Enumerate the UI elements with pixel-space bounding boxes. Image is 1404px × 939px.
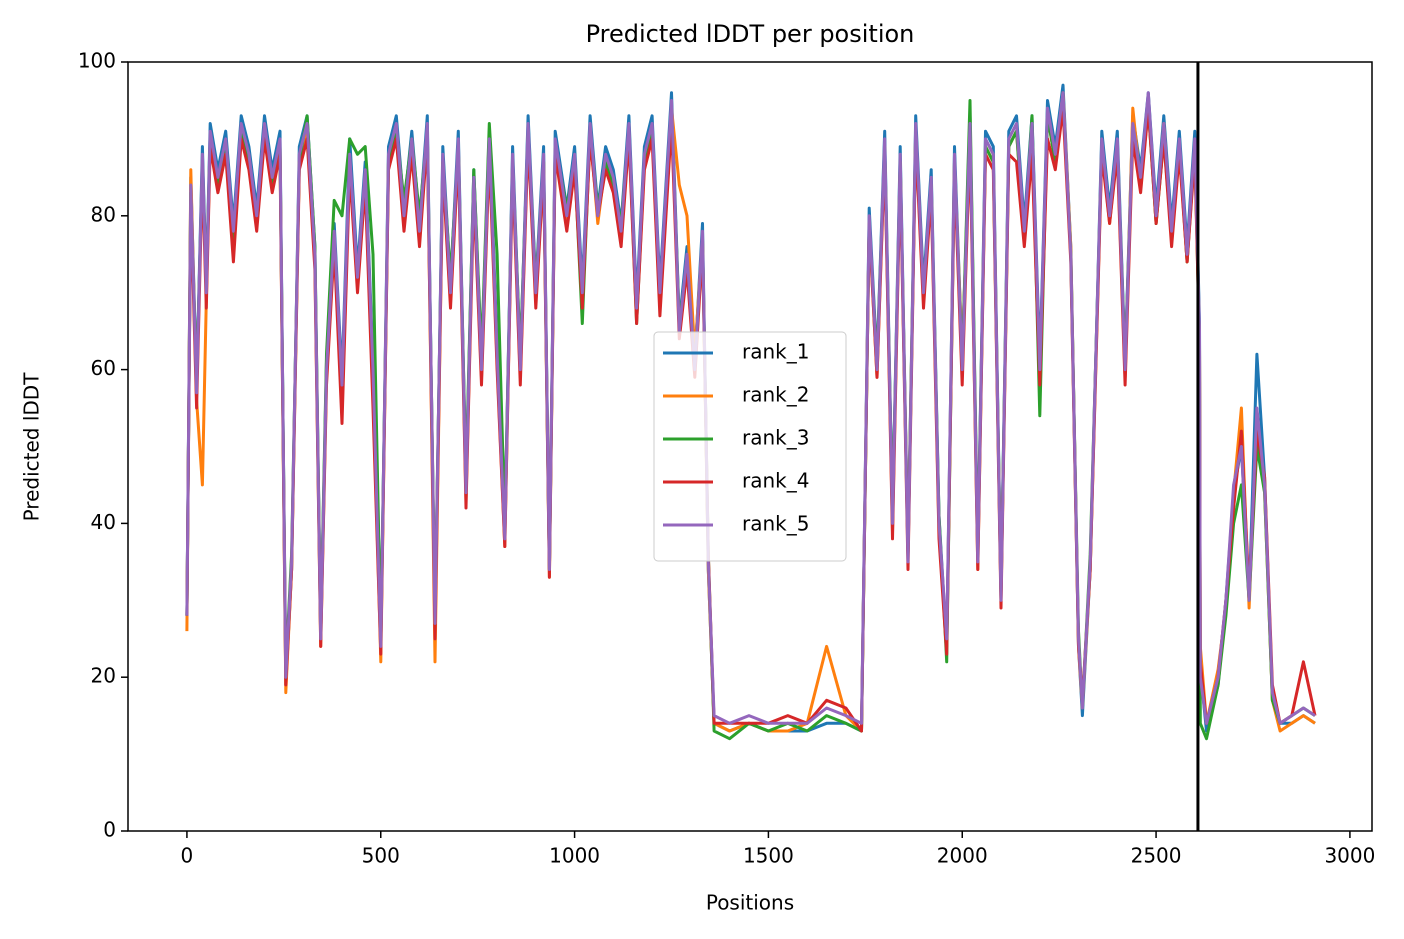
y-tick-label: 40 bbox=[91, 510, 116, 534]
legend-box bbox=[653, 331, 847, 562]
series-line bbox=[185, 91, 1316, 725]
legend-label: rank_5 bbox=[742, 512, 809, 536]
y-axis-label: Predicted lDDT bbox=[20, 372, 44, 522]
y-tick-label: 20 bbox=[91, 664, 116, 688]
legend-label: rank_3 bbox=[742, 426, 809, 450]
x-tick-label: 2500 bbox=[1131, 844, 1182, 868]
x-tick-label: 1500 bbox=[743, 844, 794, 868]
x-tick-label: 2000 bbox=[937, 844, 988, 868]
x-tick-label: 1000 bbox=[549, 844, 600, 868]
x-tick-label: 3000 bbox=[1324, 844, 1375, 868]
chart-title: Predicted lDDT per position bbox=[586, 20, 915, 48]
plot-frame bbox=[127, 61, 1373, 832]
x-tick-label: 0 bbox=[181, 844, 194, 868]
x-tick-label: 500 bbox=[362, 844, 400, 868]
y-tick-label: 100 bbox=[78, 49, 116, 73]
x-axis-label: Positions bbox=[706, 891, 794, 915]
legend-label: rank_4 bbox=[742, 469, 809, 493]
legend-label: rank_2 bbox=[742, 383, 809, 407]
y-tick-label: 0 bbox=[103, 818, 116, 842]
y-tick-label: 80 bbox=[91, 202, 116, 226]
legend-label: rank_1 bbox=[742, 340, 809, 364]
y-tick-label: 60 bbox=[91, 356, 116, 380]
